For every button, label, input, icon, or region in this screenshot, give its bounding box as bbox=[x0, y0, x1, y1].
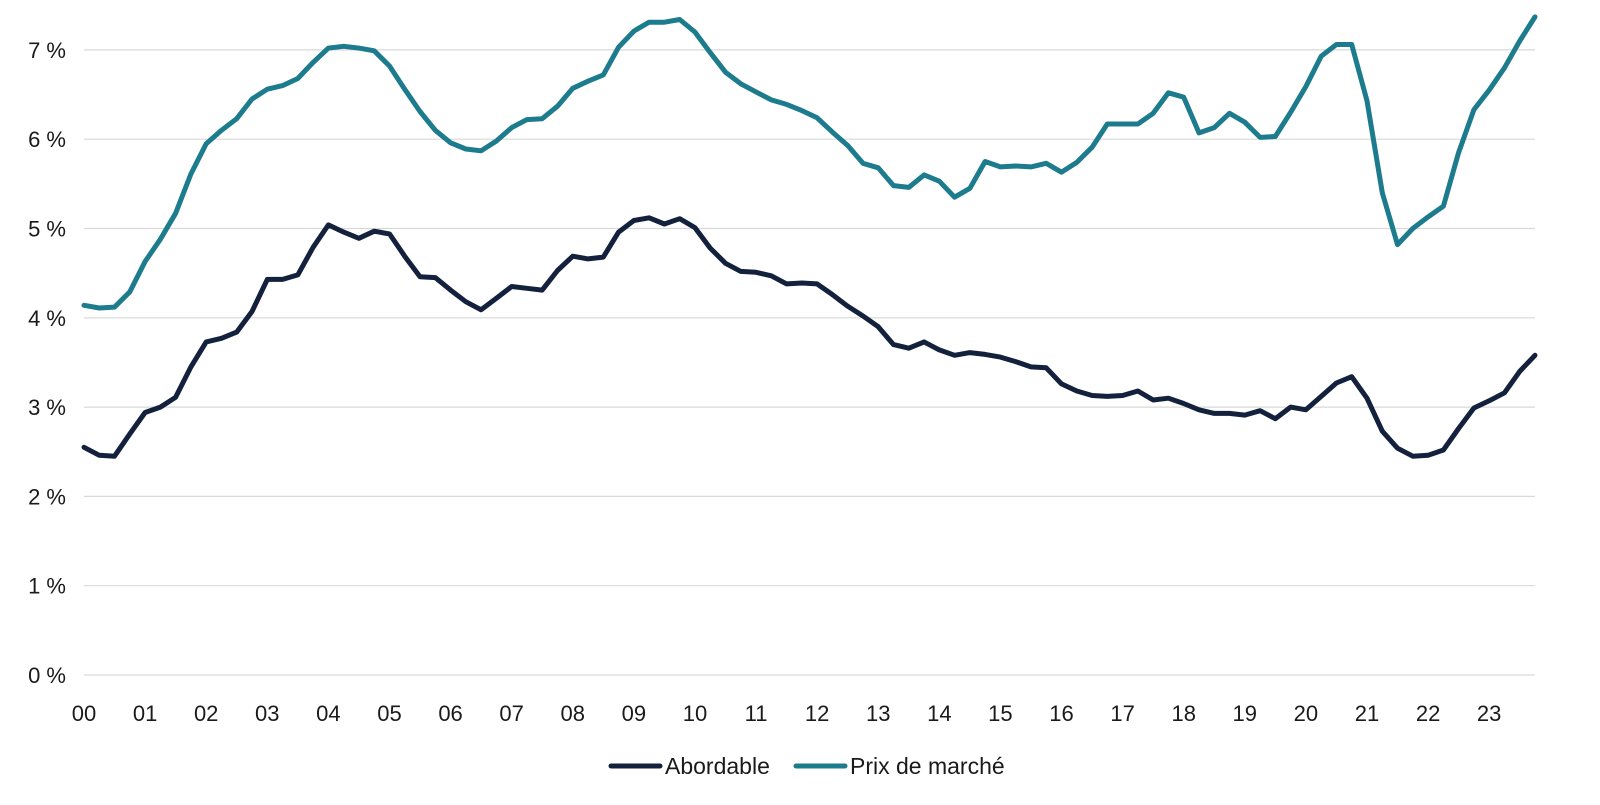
legend-label-abordable: Abordable bbox=[665, 753, 770, 779]
x-tick-label: 18 bbox=[1171, 701, 1195, 726]
x-tick-label: 07 bbox=[499, 701, 523, 726]
y-tick-label: 5 % bbox=[28, 217, 66, 242]
x-tick-label: 03 bbox=[255, 701, 279, 726]
x-tick-label: 09 bbox=[622, 701, 646, 726]
x-tick-label: 10 bbox=[683, 701, 707, 726]
x-tick-label: 05 bbox=[377, 701, 401, 726]
y-tick-label: 3 % bbox=[28, 395, 66, 420]
x-tick-label: 00 bbox=[72, 701, 96, 726]
series-line-abordable bbox=[81, 215, 1538, 459]
x-tick-label: 11 bbox=[745, 701, 768, 726]
x-tick-label: 08 bbox=[561, 701, 585, 726]
x-tick-label: 22 bbox=[1416, 701, 1440, 726]
x-tick-label: 14 bbox=[927, 701, 951, 726]
x-tick-label: 17 bbox=[1110, 701, 1134, 726]
x-tick-label: 15 bbox=[988, 701, 1012, 726]
x-tick-label: 20 bbox=[1294, 701, 1318, 726]
x-tick-label: 06 bbox=[438, 701, 462, 726]
gridlines bbox=[84, 49, 1535, 676]
y-tick-label: 1 % bbox=[28, 574, 66, 599]
series-line-prix-de-marche bbox=[81, 14, 1538, 311]
y-tick-label: 7 % bbox=[28, 38, 66, 63]
x-tick-label: 04 bbox=[316, 701, 340, 726]
y-tick-label: 2 % bbox=[28, 484, 66, 509]
series-lines bbox=[81, 14, 1538, 459]
y-tick-label: 6 % bbox=[28, 127, 66, 152]
y-tick-label: 4 % bbox=[28, 306, 66, 331]
x-tick-label: 01 bbox=[133, 701, 157, 726]
x-tick-label: 13 bbox=[866, 701, 890, 726]
y-tick-label: 0 % bbox=[28, 663, 66, 688]
x-axis-tick-labels: 00 01 02 03 04 05 06 07 08 09 10 11 12 13 14 15 16 17 18 19… bbox=[72, 701, 1502, 726]
x-tick-label: 16 bbox=[1049, 701, 1073, 726]
x-tick-label: 12 bbox=[805, 701, 829, 726]
legend: Abordable Prix de marché bbox=[608, 753, 1005, 779]
x-tick-label: 19 bbox=[1233, 701, 1257, 726]
legend-label-prix-de-marche: Prix de marché bbox=[850, 753, 1005, 779]
x-tick-label: 23 bbox=[1477, 701, 1501, 726]
y-axis-tick-labels: 0 % 1 % 2 % 3 % 4 % 5 % 6 % 7 % bbox=[28, 38, 66, 688]
x-tick-label: 21 bbox=[1355, 701, 1379, 726]
x-tick-label: 02 bbox=[194, 701, 218, 726]
